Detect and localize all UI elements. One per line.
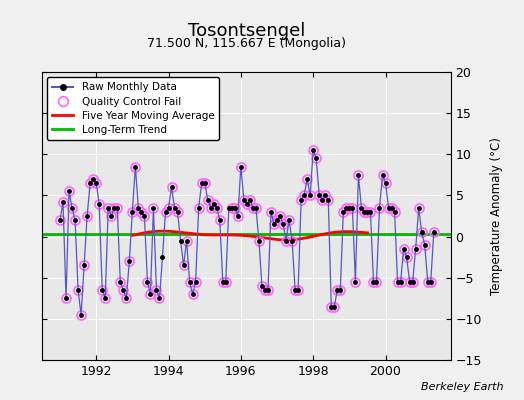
- Legend: Raw Monthly Data, Quality Control Fail, Five Year Moving Average, Long-Term Tren: Raw Monthly Data, Quality Control Fail, …: [47, 77, 220, 140]
- Text: Berkeley Earth: Berkeley Earth: [421, 382, 503, 392]
- Text: 71.500 N, 115.667 E (Mongolia): 71.500 N, 115.667 E (Mongolia): [147, 37, 346, 50]
- Text: Tosontsengel: Tosontsengel: [188, 22, 305, 40]
- Y-axis label: Temperature Anomaly (°C): Temperature Anomaly (°C): [490, 137, 503, 295]
